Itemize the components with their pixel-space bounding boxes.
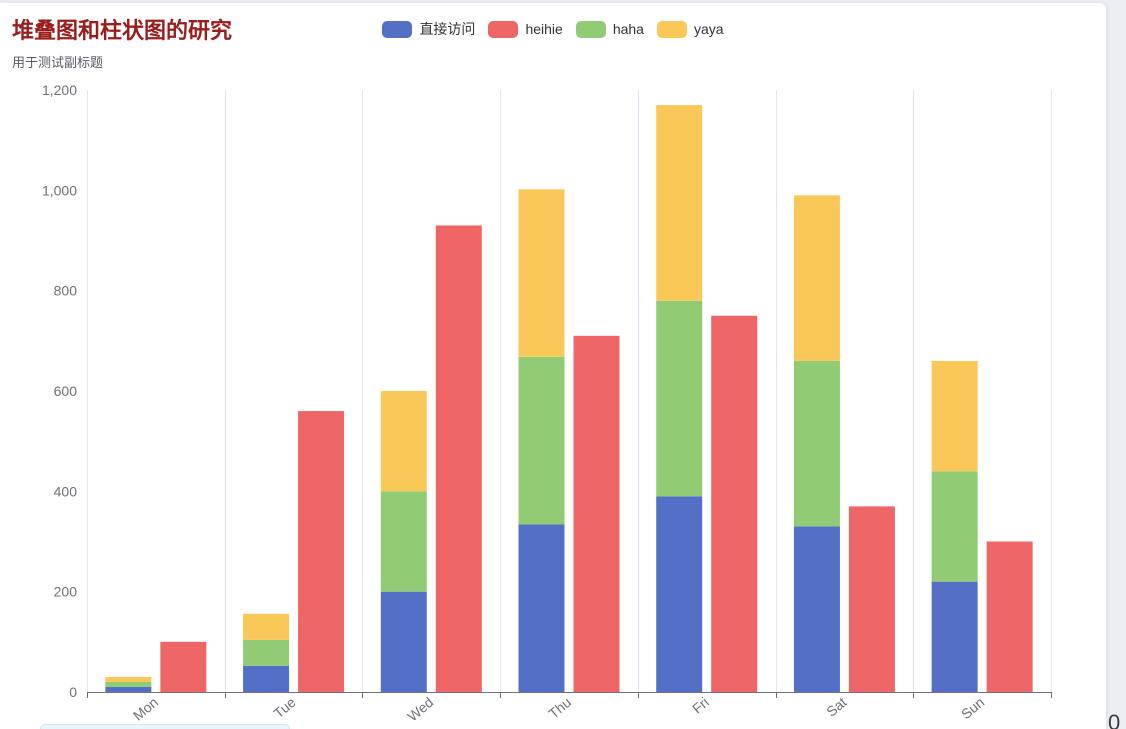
- bar-sun-series-3[interactable]: [931, 471, 978, 582]
- legend-label: haha: [612, 21, 644, 37]
- y-tick-label: 600: [54, 383, 78, 399]
- chart-title: 堆叠图和柱状图的研究: [12, 18, 233, 43]
- y-tick-label: 1,000: [42, 182, 77, 198]
- x-tick-label-sat: Sat: [823, 694, 849, 720]
- x-tick-label-thu: Thu: [545, 694, 574, 722]
- y-tick-label: 0: [69, 684, 77, 700]
- bar-tue-series-3[interactable]: [243, 639, 290, 666]
- legend-swatch: [656, 21, 687, 38]
- y-tick-label: 400: [54, 483, 78, 499]
- y-tick-label: 200: [54, 584, 78, 600]
- bar-mon-series-1[interactable]: [105, 686, 152, 692]
- bottom-panel-fragment: [40, 724, 290, 729]
- bar-tue-series-4[interactable]: [243, 613, 290, 640]
- bar-tue-series-2[interactable]: [298, 411, 345, 692]
- bar-wed-series-3[interactable]: [380, 491, 427, 592]
- bar-sat-series-1[interactable]: [793, 526, 840, 692]
- y-tick-label: 800: [54, 283, 78, 299]
- bar-wed-series-2[interactable]: [435, 225, 482, 692]
- legend-item-yaya[interactable]: yaya: [656, 21, 724, 38]
- legend-swatch: [488, 21, 519, 38]
- legend-swatch: [382, 21, 413, 38]
- bar-fri-series-4[interactable]: [656, 105, 703, 301]
- corner-text-clip: 0: [1108, 708, 1126, 729]
- bar-sat-series-4[interactable]: [793, 195, 840, 361]
- legend-label: heihie: [525, 21, 563, 37]
- bar-sun-series-2[interactable]: [986, 541, 1033, 693]
- bar-mon-series-4[interactable]: [105, 676, 152, 682]
- legend-item-heihie[interactable]: heihie: [488, 21, 563, 38]
- x-tick-label-wed: Wed: [404, 694, 436, 725]
- legend-label: yaya: [693, 21, 724, 37]
- x-tick-label-sun: Sun: [958, 694, 987, 722]
- x-tick-label-tue: Tue: [270, 694, 299, 722]
- bar-sun-series-1[interactable]: [931, 581, 978, 692]
- legend-swatch: [575, 21, 606, 38]
- corner-text: 0: [1108, 710, 1121, 729]
- legend-item-direct-visit[interactable]: 直接访问: [382, 21, 475, 38]
- bar-mon-series-3[interactable]: [105, 681, 152, 687]
- bar-sat-series-3[interactable]: [793, 360, 840, 527]
- bar-thu-series-2[interactable]: [573, 335, 620, 692]
- x-tick-label-mon: Mon: [130, 694, 161, 724]
- bar-sat-series-2[interactable]: [848, 506, 895, 692]
- y-tick-label: 1,200: [42, 82, 77, 98]
- bar-fri-series-1[interactable]: [656, 496, 703, 692]
- bar-fri-series-3[interactable]: [656, 300, 703, 497]
- chart-legend: 直接访问 heihie haha yaya: [0, 21, 1106, 38]
- legend-label: 直接访问: [419, 21, 476, 37]
- bar-wed-series-1[interactable]: [380, 591, 427, 692]
- bar-thu-series-4[interactable]: [518, 189, 565, 357]
- plot-layer: 0 200 400 600 800 1,000 1,200 Mon Tue Wed Thu Fri Sa…: [42, 82, 1052, 724]
- x-tick-label-fri: Fri: [689, 694, 712, 717]
- bar-mon-series-2[interactable]: [160, 641, 207, 692]
- bar-sun-series-4[interactable]: [931, 360, 978, 472]
- bottom-panel-edge: [40, 724, 290, 729]
- legend-item-haha[interactable]: haha: [575, 21, 644, 38]
- bar-thu-series-3[interactable]: [518, 356, 565, 525]
- bar-fri-series-2[interactable]: [711, 315, 758, 692]
- bar-tue-series-1[interactable]: [243, 665, 290, 692]
- chart-subtitle: 用于测试副标题: [12, 55, 104, 70]
- bar-thu-series-1[interactable]: [518, 524, 565, 692]
- bar-wed-series-4[interactable]: [380, 391, 427, 492]
